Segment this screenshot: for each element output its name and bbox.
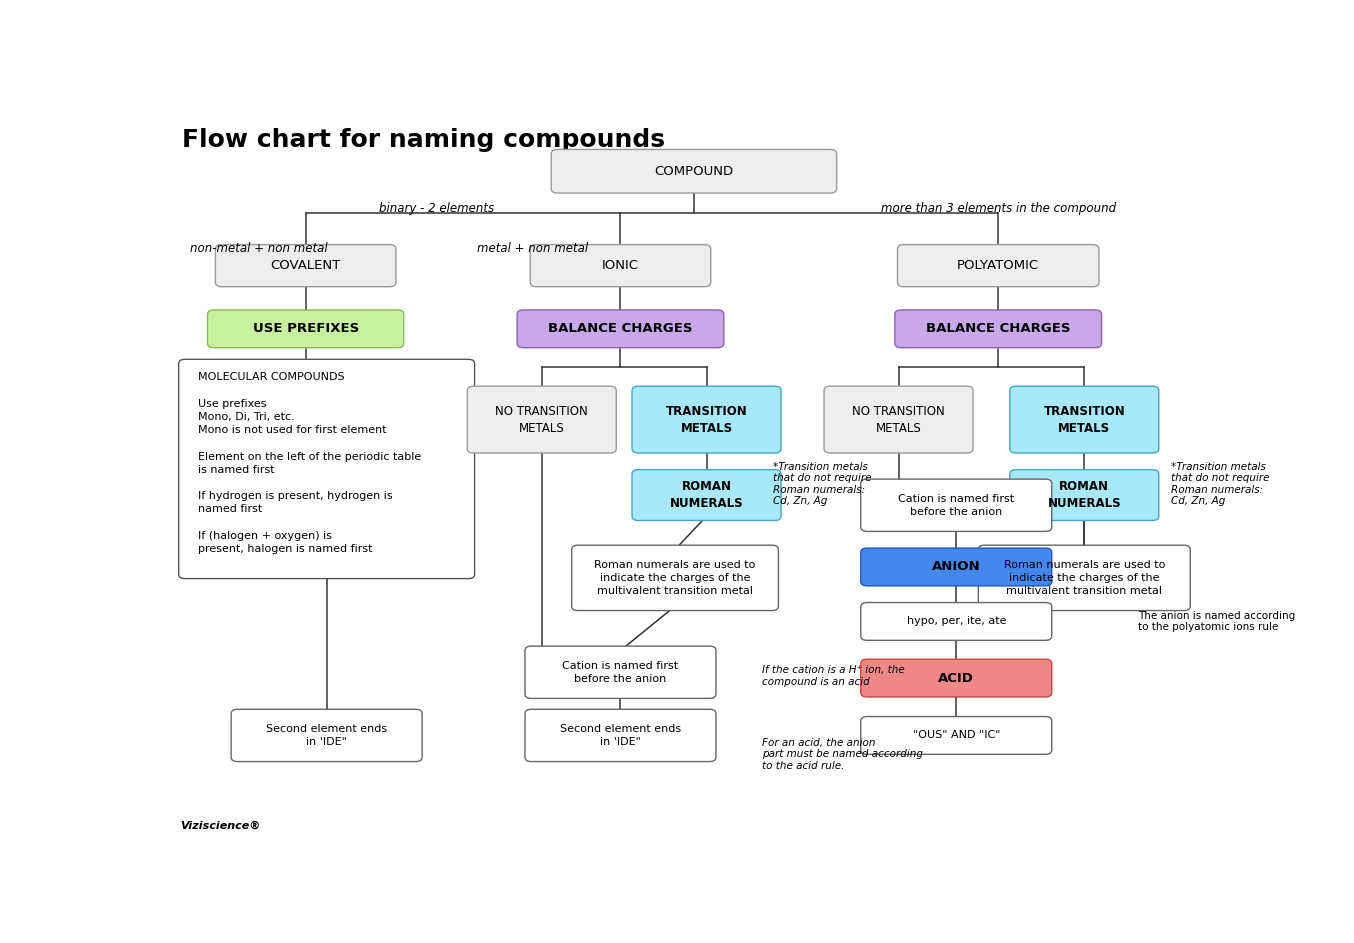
Text: "OUS" AND "IC": "OUS" AND "IC" bbox=[913, 731, 1001, 740]
Text: BALANCE CHARGES: BALANCE CHARGES bbox=[548, 323, 693, 336]
FancyBboxPatch shape bbox=[467, 387, 616, 453]
FancyBboxPatch shape bbox=[179, 359, 475, 579]
FancyBboxPatch shape bbox=[895, 310, 1102, 348]
FancyBboxPatch shape bbox=[632, 387, 781, 453]
FancyBboxPatch shape bbox=[207, 310, 403, 348]
FancyBboxPatch shape bbox=[861, 603, 1052, 640]
Text: ROMAN
NUMERALS: ROMAN NUMERALS bbox=[670, 480, 743, 510]
FancyBboxPatch shape bbox=[632, 470, 781, 521]
Text: Flow chart for naming compounds: Flow chart for naming compounds bbox=[181, 127, 665, 152]
Text: If the cation is a H⁺ ion, the
compound is an acid: If the cation is a H⁺ ion, the compound … bbox=[762, 665, 904, 687]
FancyBboxPatch shape bbox=[551, 149, 837, 193]
Text: *Transition metals
that do not require
Roman numerals:
Cd, Zn, Ag: *Transition metals that do not require R… bbox=[1171, 462, 1270, 506]
FancyBboxPatch shape bbox=[232, 709, 422, 762]
Text: Cation is named first
before the anion: Cation is named first before the anion bbox=[898, 493, 1014, 517]
FancyBboxPatch shape bbox=[861, 659, 1052, 697]
Text: NO TRANSITION
METALS: NO TRANSITION METALS bbox=[852, 405, 945, 435]
Text: BALANCE CHARGES: BALANCE CHARGES bbox=[926, 323, 1071, 336]
Text: ROMAN
NUMERALS: ROMAN NUMERALS bbox=[1048, 480, 1121, 510]
Text: COVALENT: COVALENT bbox=[271, 259, 341, 273]
Text: USE PREFIXES: USE PREFIXES bbox=[253, 323, 359, 336]
FancyBboxPatch shape bbox=[861, 479, 1052, 532]
Text: Second element ends
in 'IDE": Second element ends in 'IDE" bbox=[267, 724, 387, 747]
Text: IONIC: IONIC bbox=[603, 259, 639, 273]
Text: POLYATOMIC: POLYATOMIC bbox=[957, 259, 1040, 273]
FancyBboxPatch shape bbox=[525, 709, 716, 762]
Text: metal + non metal: metal + non metal bbox=[477, 242, 588, 256]
Text: TRANSITION
METALS: TRANSITION METALS bbox=[666, 405, 747, 435]
Text: Cation is named first
before the anion: Cation is named first before the anion bbox=[562, 661, 678, 684]
Text: TRANSITION
METALS: TRANSITION METALS bbox=[1044, 405, 1125, 435]
Text: hypo, per, ite, ate: hypo, per, ite, ate bbox=[907, 617, 1006, 626]
Text: Roman numerals are used to
indicate the charges of the
multivalent transition me: Roman numerals are used to indicate the … bbox=[594, 559, 756, 596]
FancyBboxPatch shape bbox=[825, 387, 974, 453]
Text: more than 3 elements in the compound: more than 3 elements in the compound bbox=[880, 202, 1116, 215]
Text: COMPOUND: COMPOUND bbox=[654, 165, 734, 177]
Text: ANION: ANION bbox=[932, 560, 980, 573]
Text: For an acid, the anion
part must be named according
to the acid rule.: For an acid, the anion part must be name… bbox=[762, 737, 923, 770]
Text: ACID: ACID bbox=[938, 671, 974, 685]
FancyBboxPatch shape bbox=[898, 244, 1099, 287]
Text: NO TRANSITION
METALS: NO TRANSITION METALS bbox=[496, 405, 588, 435]
Text: Second element ends
in 'IDE": Second element ends in 'IDE" bbox=[561, 724, 681, 747]
Text: Roman numerals are used to
indicate the charges of the
multivalent transition me: Roman numerals are used to indicate the … bbox=[1003, 559, 1164, 596]
Text: MOLECULAR COMPOUNDS

Use prefixes
Mono, Di, Tri, etc.
Mono is not used for first: MOLECULAR COMPOUNDS Use prefixes Mono, D… bbox=[198, 372, 421, 554]
Text: binary - 2 elements: binary - 2 elements bbox=[379, 202, 494, 215]
FancyBboxPatch shape bbox=[861, 548, 1052, 586]
FancyBboxPatch shape bbox=[215, 244, 395, 287]
FancyBboxPatch shape bbox=[531, 244, 711, 287]
FancyBboxPatch shape bbox=[861, 717, 1052, 754]
FancyBboxPatch shape bbox=[1010, 387, 1159, 453]
FancyBboxPatch shape bbox=[979, 545, 1190, 610]
FancyBboxPatch shape bbox=[1010, 470, 1159, 521]
Text: Viziscience®: Viziscience® bbox=[180, 820, 260, 831]
Text: The anion is named according
to the polyatomic ions rule: The anion is named according to the poly… bbox=[1137, 610, 1294, 632]
FancyBboxPatch shape bbox=[517, 310, 724, 348]
Text: non-metal + non metal: non-metal + non metal bbox=[190, 242, 328, 256]
Text: *Transition metals
that do not require
Roman numerals:
Cd, Zn, Ag: *Transition metals that do not require R… bbox=[773, 462, 871, 506]
FancyBboxPatch shape bbox=[525, 646, 716, 699]
FancyBboxPatch shape bbox=[571, 545, 779, 610]
